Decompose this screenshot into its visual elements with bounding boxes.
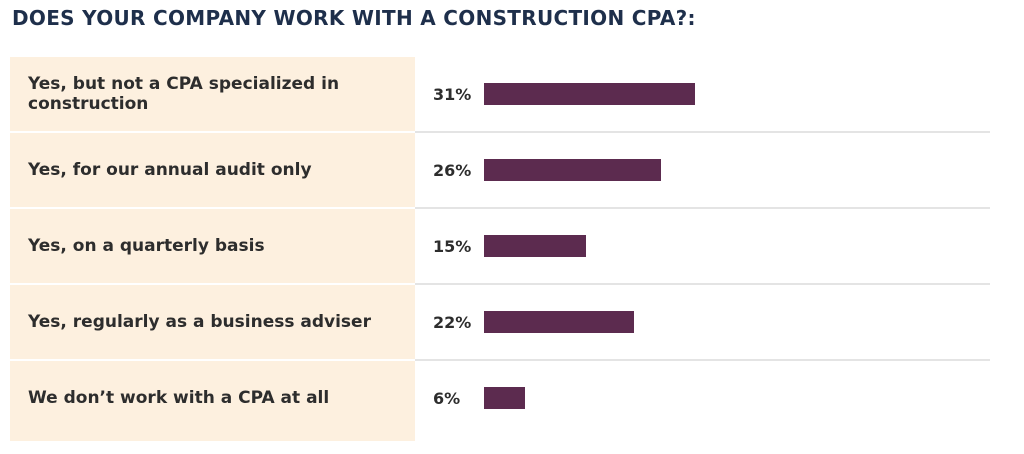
row-divider — [10, 283, 415, 285]
category-label: We don’t work with a CPA at all — [28, 388, 330, 408]
category-label: Yes, on a quarterly basis — [28, 236, 265, 256]
bar-chart: Yes, but not a CPA specialized in constr… — [10, 57, 990, 441]
value-label: 26% — [433, 160, 472, 180]
chart-title: DOES YOUR COMPANY WORK WITH A CONSTRUCTI… — [12, 6, 696, 30]
row-divider — [10, 207, 415, 209]
category-label-panel — [10, 57, 415, 441]
bar — [484, 387, 525, 409]
category-label: Yes, but not a CPA specialized in constr… — [28, 74, 340, 114]
row-divider — [10, 131, 415, 133]
bar — [484, 159, 661, 181]
value-label: 6% — [433, 388, 461, 408]
chart-row: Yes, on a quarterly basis 15% — [10, 209, 990, 285]
chart-row: Yes, for our annual audit only 26% — [10, 133, 990, 209]
row-divider — [10, 359, 415, 361]
bar — [484, 311, 634, 333]
chart-row: We don’t work with a CPA at all 6% — [10, 361, 990, 437]
category-label: Yes, for our annual audit only — [28, 160, 312, 180]
chart-row: Yes, but not a CPA specialized in constr… — [10, 57, 990, 133]
category-label: Yes, regularly as a business adviser — [28, 312, 371, 332]
chart-row: Yes, regularly as a business adviser 22% — [10, 285, 990, 361]
bar — [484, 83, 695, 105]
row-divider — [415, 359, 990, 361]
value-label: 15% — [433, 236, 472, 256]
bar — [484, 235, 586, 257]
row-divider — [415, 207, 990, 209]
row-divider — [415, 131, 990, 133]
value-label: 31% — [433, 84, 472, 104]
value-label: 22% — [433, 312, 472, 332]
row-divider — [415, 283, 990, 285]
